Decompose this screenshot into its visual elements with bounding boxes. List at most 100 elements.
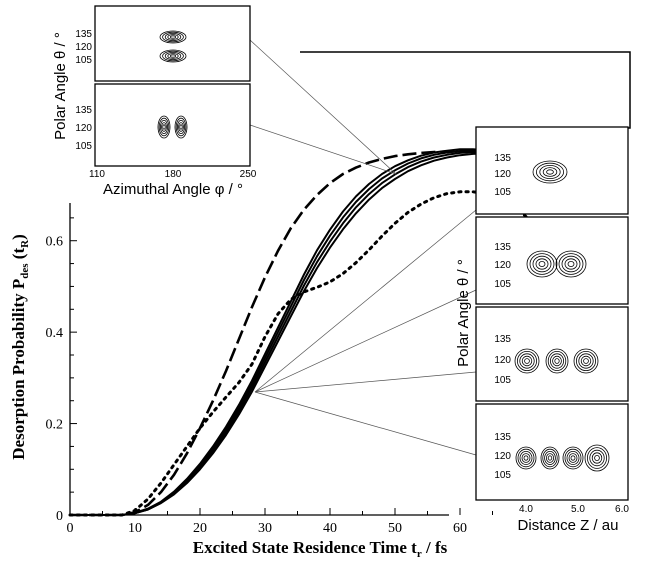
guide-line-right-2 <box>254 289 477 393</box>
y-tick-label: 0.4 <box>46 326 64 341</box>
contour-ring <box>587 447 608 469</box>
contour-ring <box>583 358 589 364</box>
contour-ring <box>568 453 578 463</box>
inset-right-tick-p2-105: 105 <box>494 279 511 290</box>
contour-ring <box>576 350 597 371</box>
contour-ring <box>546 453 555 463</box>
contour-ring <box>175 117 187 137</box>
contour-ring <box>573 348 599 374</box>
contour-ring <box>547 350 567 371</box>
main-axes <box>69 203 449 516</box>
contour-ring <box>174 115 188 139</box>
inset-right-panel-2 <box>475 216 629 305</box>
x-tick-label: 10 <box>128 521 142 536</box>
contour-ring <box>161 122 167 132</box>
contour-ring <box>536 162 565 182</box>
contour-ring <box>542 167 558 177</box>
contour-ring <box>550 353 565 369</box>
inset-right-xlabel: Distance Z / au <box>518 517 619 534</box>
contour-ring <box>524 358 530 364</box>
inset-top-xtick-250: 250 <box>240 169 257 180</box>
inset-top-tick-135b: 135 <box>75 105 92 116</box>
contour-ring <box>552 355 562 367</box>
guide-lines <box>249 39 477 456</box>
contour-ring <box>162 124 166 130</box>
inset-top-xtick-110: 110 <box>89 169 105 180</box>
y-ticks: 0 0.2 0.4 0.6 <box>46 217 77 524</box>
contour-ring <box>564 258 578 270</box>
contour-ring <box>519 450 533 465</box>
guide-line-top-1 <box>249 39 397 175</box>
contour-ring <box>591 452 603 464</box>
inset-right-tick-p1-105: 105 <box>494 187 511 198</box>
contour-ring <box>167 34 179 40</box>
inset-right-ylabel: Polar Angle θ / ° <box>455 259 472 367</box>
contour-ring <box>594 454 600 461</box>
x-tick-label: 40 <box>323 521 337 536</box>
contour-ring <box>164 52 182 61</box>
inset-top-tick-135a: 135 <box>75 29 92 40</box>
inset-top-xtick-180: 180 <box>165 169 182 180</box>
contour-ring <box>169 54 176 58</box>
guide-line-right-1 <box>254 209 477 393</box>
contour-ring <box>169 35 176 39</box>
contour-ring <box>157 115 171 139</box>
contour-ring <box>562 446 584 470</box>
contour-ring <box>567 260 575 267</box>
contour-ring <box>580 355 592 367</box>
contour-ring <box>523 455 529 461</box>
series-solid-3 <box>70 148 539 516</box>
contour-ring <box>162 31 184 43</box>
inset-right-xtick-5: 5.0 <box>571 504 585 515</box>
inset-right-tick-p3-135: 135 <box>494 334 511 345</box>
contour-ring <box>546 169 554 175</box>
y-tick-label: 0 <box>56 509 63 524</box>
contour-ring <box>526 250 558 278</box>
contour-ring <box>514 348 540 374</box>
series-layer <box>68 148 540 517</box>
x-tick-label: 30 <box>258 521 272 536</box>
contour-ring <box>521 453 531 463</box>
contour-ring <box>515 446 537 470</box>
inset-right-tick-p2-120: 120 <box>494 260 511 271</box>
contour-ring <box>544 450 556 465</box>
contour-ring <box>167 53 179 59</box>
x-tick-label: 50 <box>388 521 402 536</box>
contour-ring <box>558 253 584 275</box>
guide-line-right-4 <box>254 391 477 456</box>
contour-ring <box>578 353 594 369</box>
inset-right-tick-p2-135: 135 <box>494 242 511 253</box>
x-tick-label: 0 <box>67 521 74 536</box>
contour-ring <box>555 250 587 278</box>
x-ticks: 0 10 20 30 40 50 60 <box>67 508 493 536</box>
inset-right-lobes <box>514 160 610 472</box>
contour-ring <box>535 258 549 270</box>
contour-ring <box>162 50 184 62</box>
y-tick-label: 0.6 <box>46 235 64 250</box>
axis-bracket <box>300 51 631 129</box>
contour-ring <box>584 444 610 472</box>
inset-right-tick-p4-135: 135 <box>494 432 511 443</box>
inset-right-panel-3 <box>475 306 629 402</box>
inset-top-tick-120b: 120 <box>75 123 92 134</box>
contour-ring <box>539 164 561 179</box>
x-tick-label: 20 <box>193 521 207 536</box>
inset-right: 135 120 105 135 120 105 135 120 105 135 … <box>455 126 629 534</box>
contour-ring <box>566 450 580 465</box>
contour-ring <box>521 355 533 367</box>
inset-right-tick-p4-105: 105 <box>494 470 511 481</box>
inset-top: 135 120 105 135 120 105 110 180 250 Azim… <box>52 5 257 198</box>
inset-right-xtick-4: 4.0 <box>519 504 533 515</box>
contour-ring <box>561 255 581 273</box>
contour-ring <box>159 30 187 44</box>
contour-ring <box>178 122 184 132</box>
x-tick-label: 60 <box>453 521 467 536</box>
y-axis-label: Desorption Probability Pdes (tR) <box>9 234 31 460</box>
inset-right-tick-p1-120: 120 <box>494 169 511 180</box>
inset-top-xlabel: Azimuthal Angle φ / ° <box>103 181 243 198</box>
contour-ring <box>519 353 535 369</box>
contour-ring <box>545 348 569 374</box>
contour-ring <box>564 448 582 468</box>
contour-ring <box>179 124 183 130</box>
